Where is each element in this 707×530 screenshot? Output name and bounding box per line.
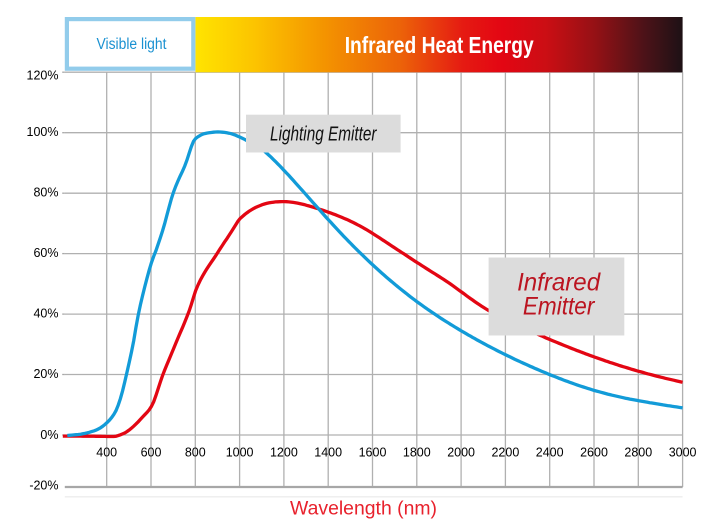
svg-text:Wavelength (nm): Wavelength (nm) — [290, 498, 437, 520]
svg-text:3000: 3000 — [669, 445, 697, 459]
svg-text:-20%: -20% — [29, 478, 58, 492]
svg-text:2800: 2800 — [624, 445, 652, 459]
svg-text:40%: 40% — [33, 307, 58, 321]
svg-text:1400: 1400 — [314, 445, 342, 459]
svg-text:800: 800 — [185, 445, 206, 459]
svg-text:1600: 1600 — [359, 445, 387, 459]
svg-text:Lighting Emitter: Lighting Emitter — [270, 123, 378, 145]
svg-text:2000: 2000 — [447, 445, 475, 459]
svg-text:Infrared Heat Energy: Infrared Heat Energy — [345, 32, 534, 58]
svg-text:2200: 2200 — [491, 445, 519, 459]
svg-text:1000: 1000 — [226, 445, 254, 459]
svg-text:Emitter: Emitter — [523, 293, 596, 321]
svg-text:400: 400 — [96, 445, 117, 459]
svg-text:120%: 120% — [27, 69, 59, 83]
svg-text:2400: 2400 — [536, 445, 564, 459]
svg-text:80%: 80% — [33, 186, 58, 200]
svg-text:600: 600 — [141, 445, 162, 459]
svg-text:100%: 100% — [27, 125, 59, 139]
svg-text:20%: 20% — [33, 367, 58, 381]
svg-text:Visible light: Visible light — [97, 36, 168, 53]
svg-text:60%: 60% — [33, 246, 58, 260]
svg-text:0%: 0% — [40, 428, 58, 442]
svg-text:1800: 1800 — [403, 445, 431, 459]
svg-text:Infrared: Infrared — [517, 269, 601, 297]
svg-text:2600: 2600 — [580, 445, 608, 459]
svg-text:1200: 1200 — [270, 445, 298, 459]
